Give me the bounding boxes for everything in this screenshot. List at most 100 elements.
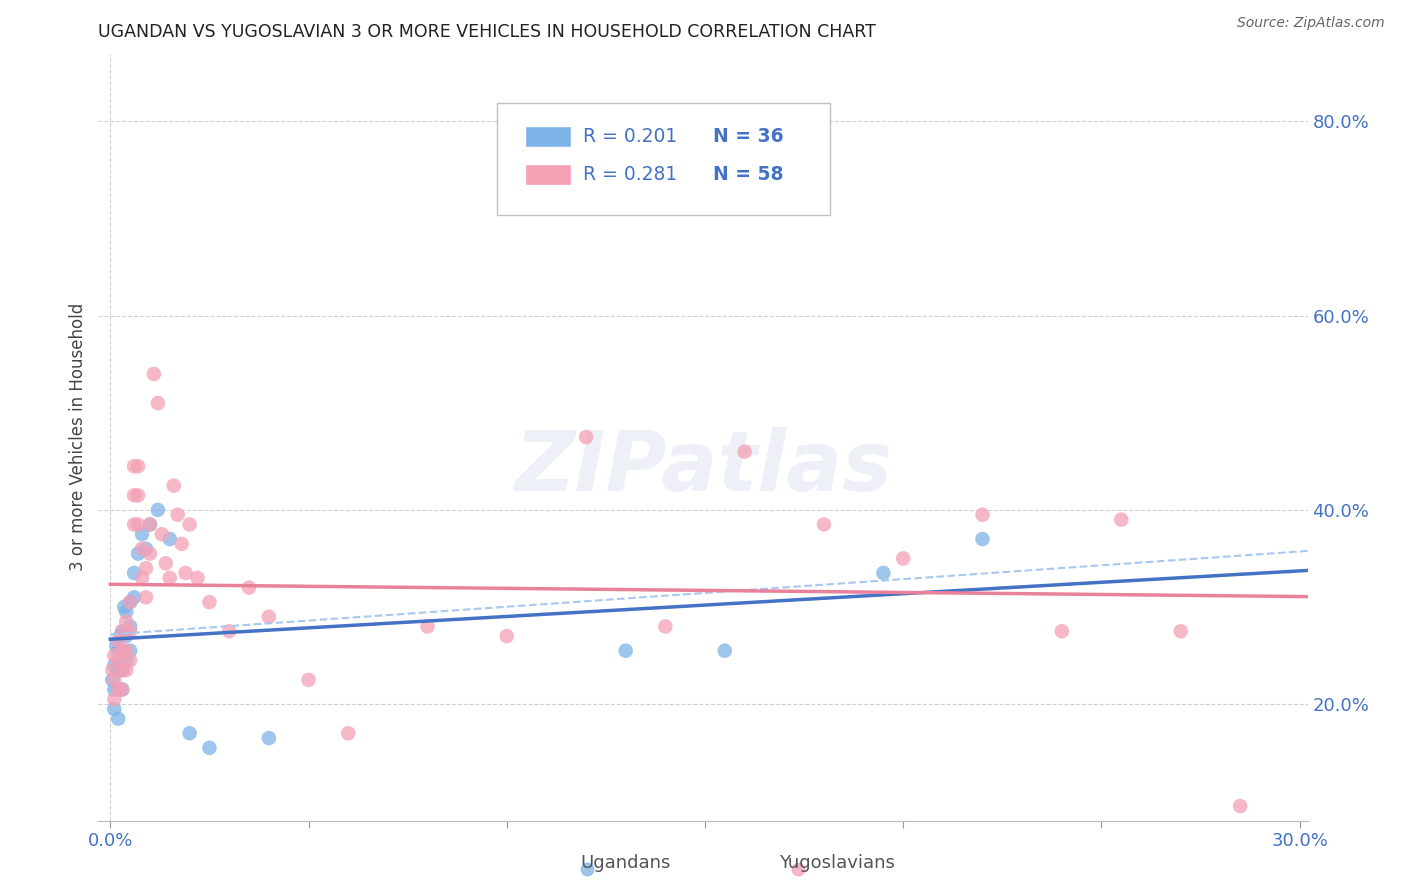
Point xyxy=(111,643,134,657)
Point xyxy=(120,595,142,609)
Point xyxy=(127,547,149,561)
Point xyxy=(110,629,132,643)
Point xyxy=(107,712,129,726)
Point xyxy=(122,591,145,605)
Point xyxy=(127,517,149,532)
Point xyxy=(107,653,129,667)
Point xyxy=(159,571,181,585)
Point xyxy=(186,571,208,585)
Point xyxy=(257,609,280,624)
Text: N = 36: N = 36 xyxy=(713,127,783,146)
Point xyxy=(495,629,517,643)
Point xyxy=(122,517,145,532)
Point xyxy=(105,639,128,653)
Point xyxy=(163,478,186,492)
Point xyxy=(127,459,149,474)
Text: Source: ZipAtlas.com: Source: ZipAtlas.com xyxy=(1237,16,1385,30)
Point xyxy=(122,459,145,474)
Point xyxy=(654,619,676,633)
Point xyxy=(107,643,129,657)
Point xyxy=(101,673,124,687)
Point xyxy=(107,634,129,648)
Point xyxy=(111,663,134,677)
Point xyxy=(1109,513,1132,527)
Text: R = 0.281: R = 0.281 xyxy=(583,165,678,185)
Point xyxy=(872,566,894,580)
Point xyxy=(297,673,319,687)
Point xyxy=(179,726,201,740)
Text: N = 58: N = 58 xyxy=(713,165,783,185)
Text: R = 0.201: R = 0.201 xyxy=(583,127,678,146)
Point xyxy=(166,508,188,522)
Point xyxy=(107,682,129,697)
Text: Ugandans: Ugandans xyxy=(581,855,671,872)
Point xyxy=(891,551,914,566)
Point xyxy=(198,595,221,609)
Point xyxy=(787,862,810,876)
Point xyxy=(115,663,138,677)
Point xyxy=(127,488,149,502)
Point xyxy=(972,532,994,546)
Text: Yugoslavians: Yugoslavians xyxy=(779,855,894,872)
FancyBboxPatch shape xyxy=(498,103,830,215)
Point xyxy=(416,619,439,633)
Point xyxy=(111,663,134,677)
Point xyxy=(107,682,129,697)
Point xyxy=(139,547,162,561)
Point xyxy=(575,430,598,444)
Point xyxy=(115,615,138,629)
Point xyxy=(238,581,260,595)
Point xyxy=(120,624,142,639)
Point xyxy=(174,566,197,580)
Point xyxy=(111,624,134,639)
Point xyxy=(1229,799,1251,814)
Point xyxy=(103,673,125,687)
Point xyxy=(115,643,138,657)
Point xyxy=(218,624,240,639)
Point xyxy=(103,658,125,673)
Point xyxy=(115,653,138,667)
Point xyxy=(155,557,177,571)
Point xyxy=(131,571,153,585)
Point xyxy=(813,517,835,532)
Point xyxy=(103,648,125,663)
Point xyxy=(135,561,157,575)
Point xyxy=(142,367,165,381)
FancyBboxPatch shape xyxy=(526,164,571,186)
Point xyxy=(714,643,737,657)
Point xyxy=(122,488,145,502)
Point xyxy=(198,740,221,755)
Point xyxy=(170,537,193,551)
Point xyxy=(159,532,181,546)
Point xyxy=(120,643,142,657)
Point xyxy=(112,600,135,615)
Point xyxy=(1170,624,1192,639)
Point xyxy=(120,619,142,633)
Point xyxy=(115,605,138,619)
Point xyxy=(122,566,145,580)
Point xyxy=(614,643,637,657)
Point xyxy=(146,396,169,410)
Point xyxy=(131,527,153,541)
Point xyxy=(111,682,134,697)
Point xyxy=(139,517,162,532)
Point xyxy=(111,624,134,639)
Text: UGANDAN VS YUGOSLAVIAN 3 OR MORE VEHICLES IN HOUSEHOLD CORRELATION CHART: UGANDAN VS YUGOSLAVIAN 3 OR MORE VEHICLE… xyxy=(98,23,876,41)
Point xyxy=(107,663,129,677)
Point xyxy=(146,503,169,517)
Text: ZIPatlas: ZIPatlas xyxy=(515,427,891,508)
Point xyxy=(135,591,157,605)
Point xyxy=(734,444,756,458)
Point xyxy=(101,663,124,677)
Point xyxy=(1050,624,1073,639)
Point xyxy=(337,726,360,740)
Point xyxy=(179,517,201,532)
Point xyxy=(972,508,994,522)
Point xyxy=(103,702,125,716)
Point xyxy=(103,692,125,706)
Point xyxy=(139,517,162,532)
Point xyxy=(120,653,142,667)
Point xyxy=(131,541,153,556)
Point xyxy=(111,682,134,697)
Y-axis label: 3 or more Vehicles in Household: 3 or more Vehicles in Household xyxy=(69,303,87,571)
